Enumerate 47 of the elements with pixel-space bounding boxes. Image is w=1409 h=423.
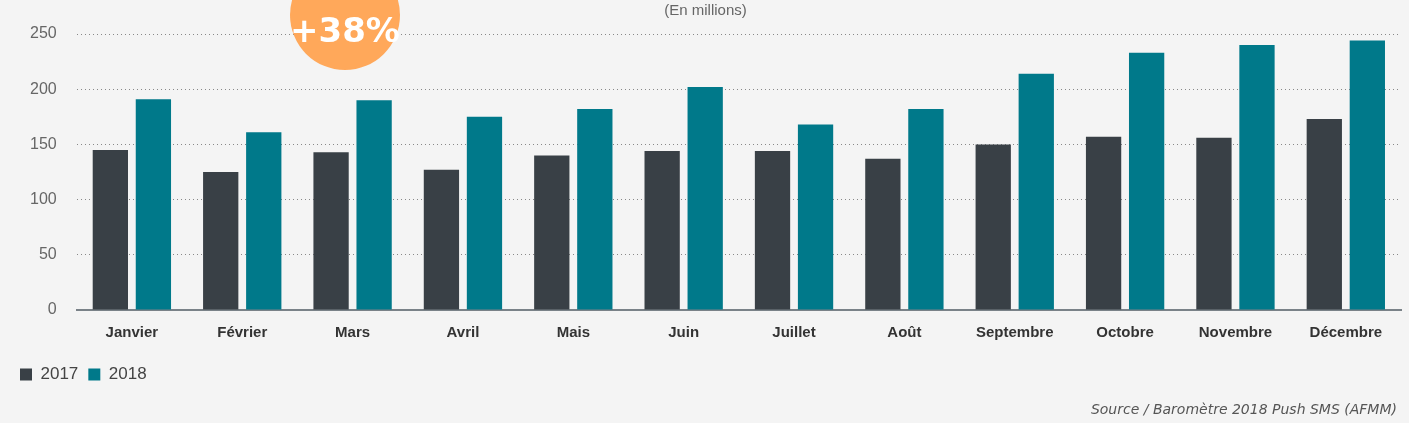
x-tick-label: Novembre xyxy=(1198,323,1273,341)
bar xyxy=(865,158,901,310)
bar xyxy=(313,152,349,310)
bar xyxy=(644,151,680,310)
x-tick-label: Juillet xyxy=(772,323,816,341)
bar xyxy=(1085,136,1122,310)
legend-label: 2018 xyxy=(108,364,147,384)
source-note: Source / Baromètre 2018 Push SMS (AFMM) xyxy=(1090,401,1397,417)
bar xyxy=(1196,137,1232,310)
bar xyxy=(1018,73,1054,310)
bar xyxy=(908,109,944,310)
bar xyxy=(797,124,834,310)
bar xyxy=(577,109,613,310)
bar xyxy=(423,169,460,310)
bar xyxy=(1239,45,1275,310)
x-tick-label: Avril xyxy=(446,323,480,341)
bar xyxy=(534,155,570,310)
bar xyxy=(92,149,128,310)
y-tick-label: 0 xyxy=(47,300,57,318)
x-tick-label: Janvier xyxy=(105,323,159,341)
legend-label: 2017 xyxy=(40,364,79,384)
x-tick-label: Mars xyxy=(335,323,371,341)
bar xyxy=(1128,52,1165,310)
x-tick-label: Décembre xyxy=(1309,323,1383,341)
bar xyxy=(1306,119,1342,310)
x-tick-label: Mais xyxy=(556,323,590,341)
x-tick-label: Février xyxy=(217,323,268,341)
bar xyxy=(687,86,723,310)
annotation: +38% xyxy=(290,0,400,70)
y-tick-label: 250 xyxy=(29,24,57,42)
y-tick-label: 150 xyxy=(29,134,57,152)
x-tick-label: Août xyxy=(887,323,922,341)
bar xyxy=(135,99,172,310)
bar xyxy=(203,172,239,310)
chart-subtitle: (En millions) xyxy=(664,1,747,19)
bar xyxy=(246,132,282,310)
bar xyxy=(466,116,503,310)
bar xyxy=(1349,40,1385,310)
bar xyxy=(356,100,392,310)
bar xyxy=(754,151,791,310)
bar xyxy=(975,144,1011,310)
x-tick-label: Octobre xyxy=(1096,323,1154,341)
y-tick-label: 50 xyxy=(38,245,57,263)
y-tick-label: 100 xyxy=(29,190,57,208)
x-tick-label: Juin xyxy=(668,323,700,341)
x-tick-label: Septembre xyxy=(975,323,1054,341)
y-tick-label: 200 xyxy=(29,79,57,97)
